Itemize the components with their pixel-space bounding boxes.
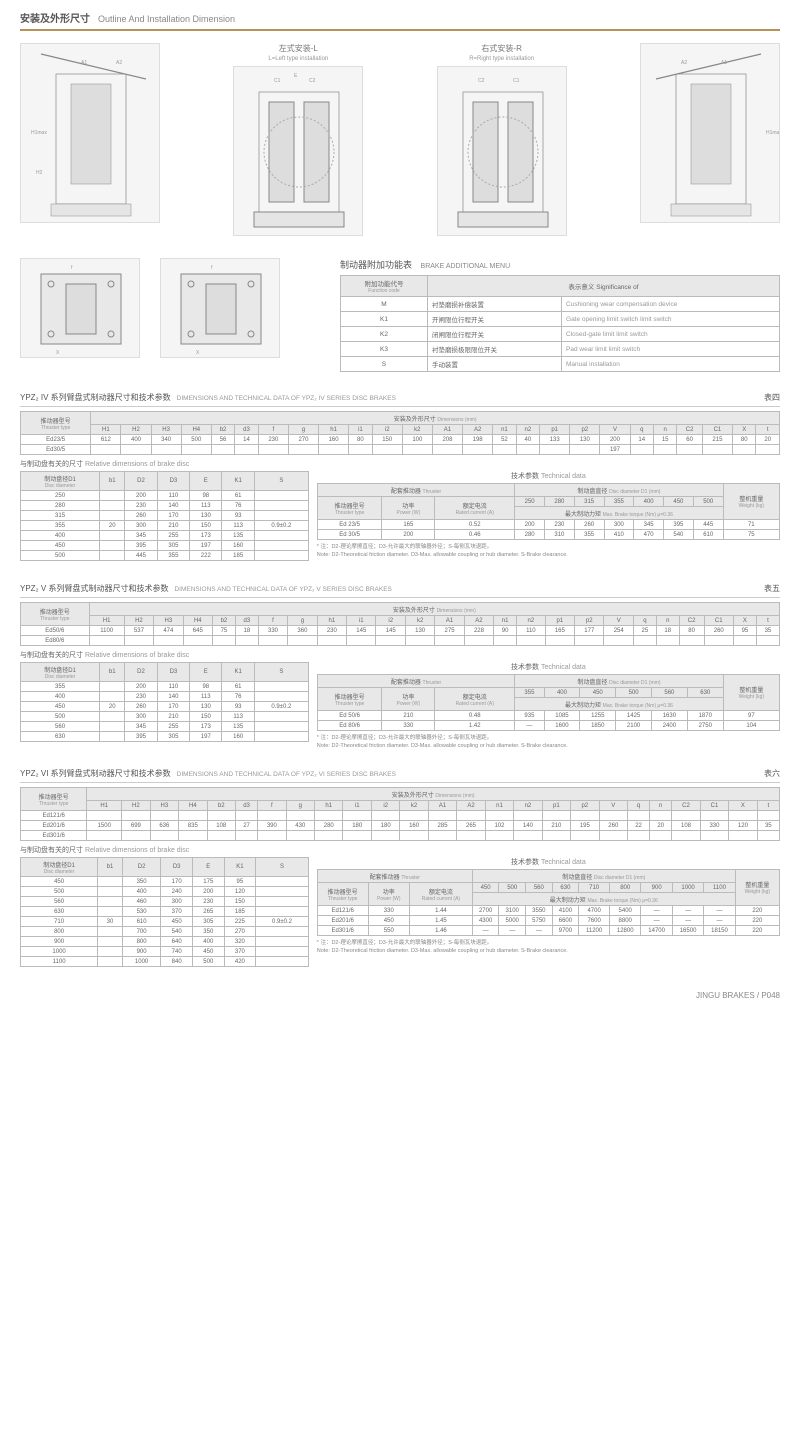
table-row: Ed301/65501.46———97001120012800147001650… (317, 926, 779, 936)
drawing-side-right: H1max A2 A1 (640, 43, 780, 225)
drawing-side-left: H1max H2 A1 A2 (20, 43, 160, 225)
table-row: Ed30/5197 (21, 445, 780, 455)
table-row: Ed201/64501.45430050005750660076008800——… (317, 916, 779, 926)
table-row: Ed50/61100537474645751833036023014514513… (21, 626, 780, 636)
table-row: 3552001109861 (21, 682, 309, 692)
base-plate-2: fX (160, 258, 280, 358)
svg-text:C2: C2 (309, 78, 316, 84)
table-row: 31526017013093 (21, 511, 309, 521)
table-row: 2502001109861 (21, 491, 309, 501)
addmenu-row: K3衬垫磨损极限限位开关Pad wear limit limit switch (341, 342, 780, 357)
table-row: 45035017017595 (21, 877, 309, 887)
tech-data-table: 配套推动器 Thruster制动盘直径 Disc diameter D1 (mm… (317, 869, 780, 936)
table-row: 500400240200120 (21, 887, 309, 897)
rel-dim-table: 制动盘径D1Disc diameterb1D2D3EK1S35520011098… (20, 662, 309, 742)
tech-data-table: 配套推动器 Thruster制动盘直径 Disc diameter D1 (mm… (317, 483, 780, 540)
dimensions-table: 推动器型号Thruster type安装及外形尺寸 Dimensions (mm… (20, 602, 780, 646)
addmenu-row: S手动装置Manual installation (341, 357, 780, 372)
svg-text:H2: H2 (36, 170, 43, 176)
title-cn: 安装及外形尺寸 (20, 14, 90, 25)
drawings-base-row: fX fX 制动器附加功能表 BRAKE ADDITIONAL MENU 附加功… (20, 258, 780, 372)
table-row: Ed121/63301.44270031003550410047005400——… (317, 906, 779, 916)
table-row: 500445355222185 (21, 551, 309, 561)
base-plate-1: fX (20, 258, 140, 358)
spec-section: YPZ₂ IV 系列臂盘式制动器尺寸和技术参数DIMENSIONS AND TE… (20, 392, 780, 565)
table-row: 800700540350270 (21, 927, 309, 937)
svg-text:H1max: H1max (766, 130, 780, 136)
svg-text:A2: A2 (116, 60, 122, 66)
drawing-front-right: 右式安装-R R=Right type installation C2C1 (437, 43, 567, 238)
svg-text:C2: C2 (478, 78, 485, 84)
table-row: 710306104503052250.9±0.2 (21, 917, 309, 927)
table-row: Ed 30/52000.4628031035541047054061075 (317, 530, 779, 540)
addmenu-row: K1开闸限位行程开关Gate opening limit switch limi… (341, 312, 780, 327)
page-footer: JINGU BRAKES / P048 (20, 991, 780, 1000)
svg-text:A1: A1 (81, 60, 87, 66)
table-row: Ed23/56124003405005614230270160801501002… (21, 435, 780, 445)
table-row: Ed 50/62100.489351085125514251630187097 (317, 711, 779, 721)
svg-text:A2: A2 (681, 60, 687, 66)
table-row: 900800640400320 (21, 937, 309, 947)
svg-text:A1: A1 (721, 60, 727, 66)
dimensions-table: 推动器型号Thruster type安装及外形尺寸 Dimensions (mm… (20, 787, 780, 841)
table-row: 11001000840500420 (21, 957, 309, 967)
addmenu-row: K2闭闸限位行程开关Closed-gate limit limit switch (341, 327, 780, 342)
table-row: 630530370265185 (21, 907, 309, 917)
tech-data-table: 配套推动器 Thruster制动盘直径 Disc diameter D1 (mm… (317, 674, 780, 731)
svg-text:C1: C1 (513, 78, 520, 84)
table-row: 40023014011376 (21, 692, 309, 702)
svg-text:H1max: H1max (31, 130, 47, 136)
section-note: * 注：D2-理论摩擦直径；D3-允许最大的联轴器外径；S-每侧瓦块退距。Not… (317, 735, 780, 750)
svg-text:C1: C1 (274, 78, 281, 84)
additional-menu: 制动器附加功能表 BRAKE ADDITIONAL MENU 附加功能代号Fun… (340, 258, 780, 372)
rel-dim-table: 制动盘径D1Disc diameterb1D2D3EK1S45035017017… (20, 857, 309, 967)
table-row: 450395305197160 (21, 541, 309, 551)
table-row: 500300210150113 (21, 712, 309, 722)
table-row: Ed 80/63301.42—16001850210024002750104 (317, 721, 779, 731)
spec-section: YPZ₂ VI 系列臂盘式制动器尺寸和技术参数DIMENSIONS AND TE… (20, 768, 780, 971)
addmenu-row: M衬垫磨损补偿装置Cushioning wear compensation de… (341, 297, 780, 312)
table-row: 1000900740450370 (21, 947, 309, 957)
title-en: Outline And Installation Dimension (98, 14, 235, 24)
table-row: 355203002101501130.9±0.2 (21, 521, 309, 531)
rel-dim-table: 制动盘径D1Disc diameterb1D2D3EK1S25020011098… (20, 471, 309, 561)
addmenu-title-cn: 制动器附加功能表 (340, 260, 412, 270)
table-row: 630395305197160 (21, 732, 309, 742)
table-row: Ed201/6150069963683510827390430280180180… (21, 821, 780, 831)
dimensions-table: 推动器型号Thruster type安装及外形尺寸 Dimensions (mm… (20, 411, 780, 455)
table-row: Ed121/6 (21, 811, 780, 821)
drawings-main: H1maxH2A1A2 左式安装-L L=Left type installat… (20, 43, 780, 238)
addmenu-table: 附加功能代号Function code 表示意义 Significance of… (340, 275, 780, 372)
table-row: 28023014011376 (21, 501, 309, 511)
addmenu-title-en: BRAKE ADDITIONAL MENU (421, 263, 511, 270)
section-note: * 注：D2-理论摩擦直径；D3-允许最大的联轴器外径；S-每侧瓦块退距。Not… (317, 940, 780, 955)
table-row: Ed301/6 (21, 831, 780, 841)
spec-section: YPZ₂ V 系列臂盘式制动器尺寸和技术参数DIMENSIONS AND TEC… (20, 583, 780, 750)
table-row: Ed 23/51650.5220023026030034539544571 (317, 520, 779, 530)
table-row: Ed80/6 (21, 636, 780, 646)
drawing-front-left: 左式安装-L L=Left type installation C1C2E (233, 43, 363, 238)
table-row: 560345255173135 (21, 722, 309, 732)
table-row: 45020260170130930.9±0.2 (21, 702, 309, 712)
section-note: * 注：D2-理论摩擦直径；D3-允许最大的联轴器外径；S-每侧瓦块退距。Not… (317, 544, 780, 559)
table-row: 400345255173135 (21, 531, 309, 541)
page-title: 安装及外形尺寸 Outline And Installation Dimensi… (20, 10, 780, 31)
table-row: 560460300230150 (21, 897, 309, 907)
